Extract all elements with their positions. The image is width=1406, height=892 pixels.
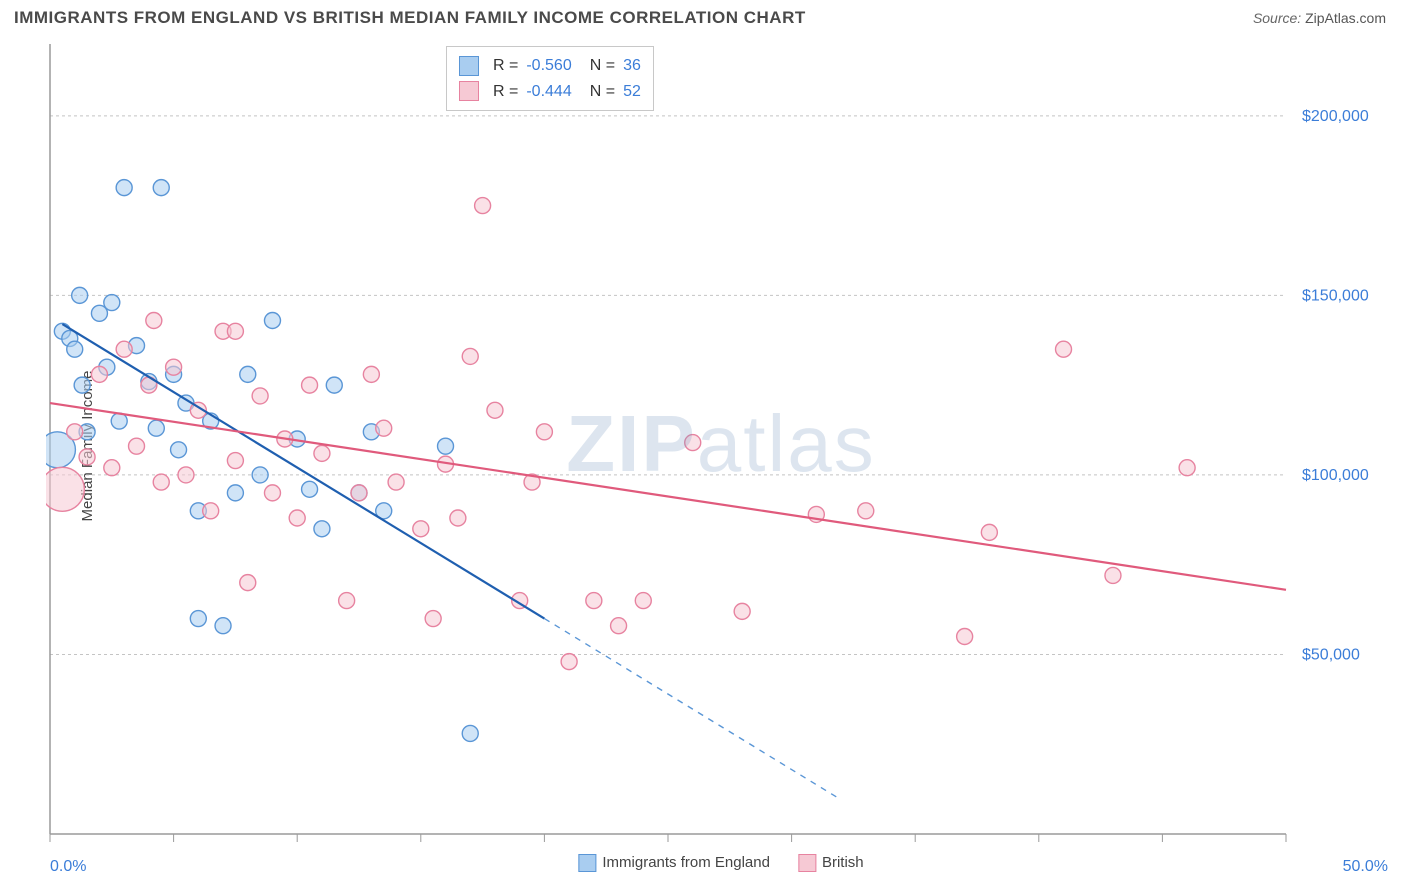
x-axis-min-label: 0.0% [50,858,86,876]
legend-label: British [822,854,864,871]
series-legend: Immigrants from England British [578,854,863,872]
svg-text:$150,000: $150,000 [1302,287,1369,304]
svg-text:$50,000: $50,000 [1302,646,1360,663]
correlation-stats-box: R = -0.560 N = 36 R = -0.444 N = 52 [446,46,654,111]
legend-swatch [459,81,479,101]
stat-r-value: -0.444 [526,79,571,105]
source-attribution: Source: ZipAtlas.com [1253,10,1386,26]
svg-text:$200,000: $200,000 [1302,108,1369,125]
stat-n-label: N = [590,53,615,79]
chart-title: IMMIGRANTS FROM ENGLAND VS BRITISH MEDIA… [14,8,806,28]
stats-row: R = -0.444 N = 52 [459,79,641,105]
stat-r-label: R = [493,79,518,105]
stats-row: R = -0.560 N = 36 [459,53,641,79]
legend-item: British [798,854,864,872]
x-axis-area: 0.0% Immigrants from England British 50.0… [46,852,1396,888]
stat-n-value: 52 [623,79,641,105]
x-axis-max-label: 50.0% [1343,858,1388,876]
legend-swatch [578,854,596,872]
stat-r-value: -0.560 [526,53,571,79]
legend-swatch [459,56,479,76]
source-value: ZipAtlas.com [1305,10,1386,26]
legend-swatch [798,854,816,872]
chart-area: $50,000$100,000$150,000$200,000 ZIPatlas… [46,40,1396,848]
legend-item: Immigrants from England [578,854,770,872]
stat-r-label: R = [493,53,518,79]
svg-text:$100,000: $100,000 [1302,467,1369,484]
stat-n-label: N = [590,79,615,105]
header: IMMIGRANTS FROM ENGLAND VS BRITISH MEDIA… [0,0,1406,32]
legend-label: Immigrants from England [602,854,770,871]
source-label: Source: [1253,10,1301,26]
scatter-plot: $50,000 $100,000 $150,000 $200,000 [46,40,1396,848]
stat-n-value: 36 [623,53,641,79]
